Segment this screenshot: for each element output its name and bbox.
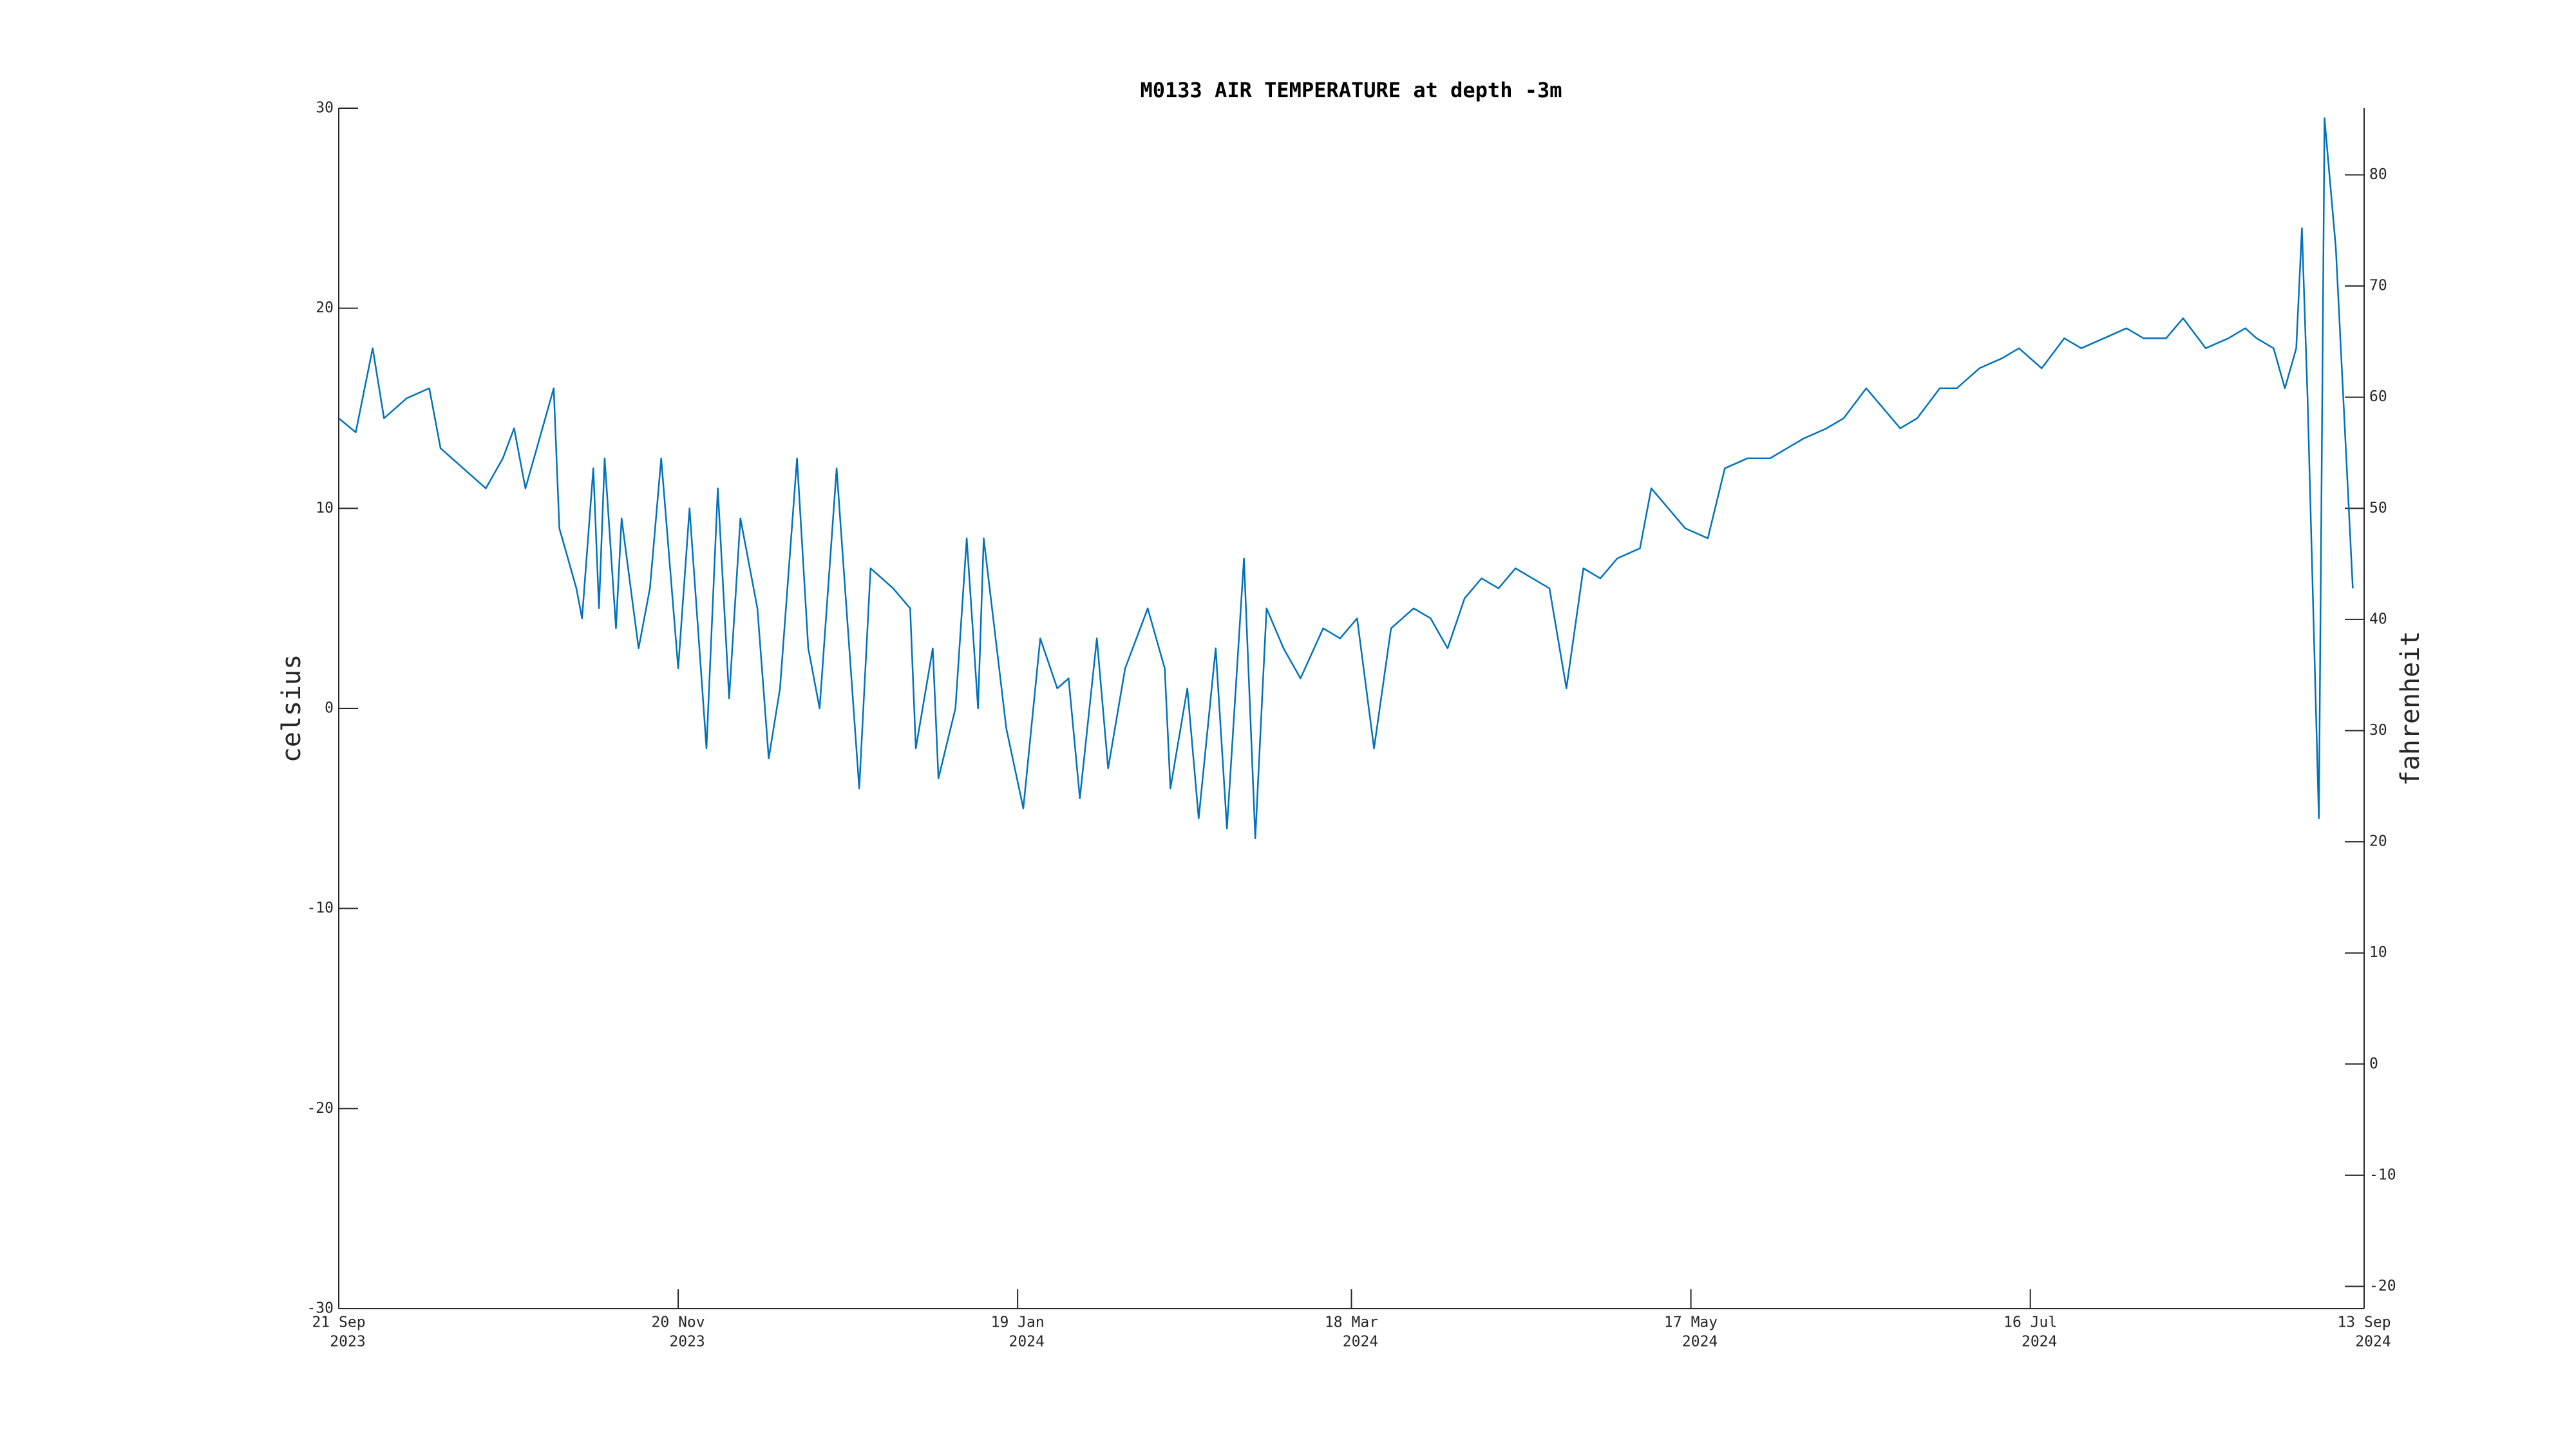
x-tick-label: 2024 xyxy=(2355,1334,2391,1350)
x-tick-label: 20 Nov xyxy=(652,1314,705,1331)
y-tick-label: -10 xyxy=(307,900,334,916)
x-tick-label: 2024 xyxy=(2022,1334,2057,1350)
x-tick-label: 2023 xyxy=(330,1334,365,1350)
y2-axis-label: fahrenheit xyxy=(2396,631,2425,786)
y2-tick-label: -10 xyxy=(2369,1166,2396,1183)
x-tick-label: 18 Mar xyxy=(1325,1314,1378,1331)
x-tick-label: 2024 xyxy=(1682,1334,1718,1350)
y2-tick-label: 50 xyxy=(2369,500,2387,516)
x-tick-label: 16 Jul xyxy=(2003,1314,2057,1331)
y2-tick-label: 0 xyxy=(2369,1056,2378,1072)
x-tick-label: 2024 xyxy=(1343,1334,1378,1350)
x-tick-label: 2023 xyxy=(669,1334,705,1350)
chart-title: M0133 AIR TEMPERATURE at depth -3m xyxy=(1140,78,1562,102)
x-tick-label: 2024 xyxy=(1009,1334,1044,1350)
data-line xyxy=(338,117,2354,840)
y2-tick-label: 20 xyxy=(2369,833,2387,850)
x-tick-label: 17 May xyxy=(1664,1314,1718,1331)
y2-tick-label: 70 xyxy=(2369,278,2387,294)
x-tick-label: 13 Sep xyxy=(2337,1314,2391,1331)
y2-tick-label: 60 xyxy=(2369,388,2387,405)
x-tick-label: 21 Sep xyxy=(312,1314,365,1331)
y-tick-label: 0 xyxy=(325,700,334,717)
y-tick-label: -30 xyxy=(307,1300,334,1317)
x-tick-label: 19 Jan xyxy=(991,1314,1045,1331)
y-axis-label: celsius xyxy=(277,654,307,763)
y2-tick-label: 80 xyxy=(2369,166,2387,183)
y2-tick-label: 30 xyxy=(2369,722,2387,739)
y2-tick-label: 40 xyxy=(2369,611,2387,627)
y-tick-label: 10 xyxy=(316,500,334,516)
y-tick-label: 30 xyxy=(316,100,334,117)
y2-tick-label: -20 xyxy=(2369,1278,2396,1294)
y2-tick-label: 10 xyxy=(2369,944,2387,961)
y-tick-label: -20 xyxy=(307,1100,334,1117)
y-tick-label: 20 xyxy=(316,299,334,316)
